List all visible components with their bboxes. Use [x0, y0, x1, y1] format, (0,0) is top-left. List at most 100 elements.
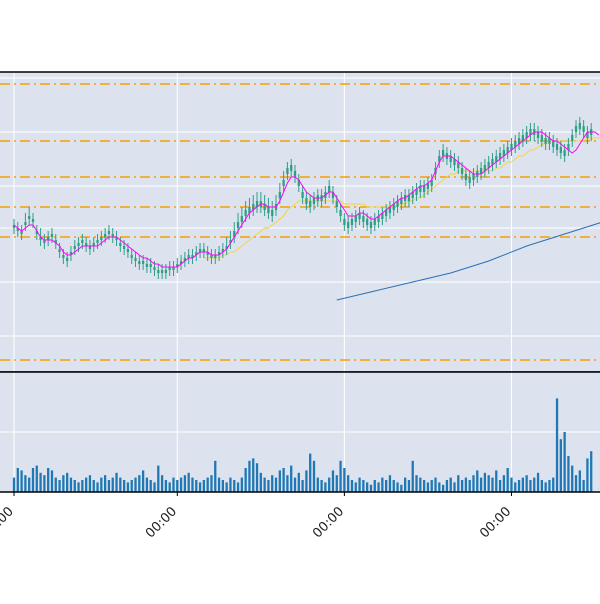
volume-bar — [195, 480, 198, 492]
candle-body — [221, 249, 224, 252]
candle-body — [574, 126, 578, 132]
candle-body — [217, 252, 221, 255]
candle-body — [426, 183, 430, 189]
candle-body — [183, 258, 187, 261]
candle-body — [297, 180, 300, 186]
candle-body — [88, 246, 92, 249]
candle-body — [502, 150, 506, 156]
volume-bar — [282, 468, 285, 492]
volume-bar — [24, 475, 27, 492]
volume-bar — [396, 482, 399, 492]
volume-bar — [388, 475, 392, 492]
candle-body — [126, 249, 130, 252]
candle-body — [24, 222, 27, 225]
volume-bar — [441, 484, 445, 492]
volume-bar — [206, 477, 209, 492]
volume-bar — [225, 482, 228, 492]
volume-bar — [555, 398, 559, 492]
candle-body — [335, 201, 338, 207]
candle-body — [73, 246, 76, 249]
volume-bar — [453, 482, 456, 492]
ma-mid-line — [203, 137, 600, 259]
candle-body — [385, 210, 388, 216]
volume-bar — [16, 468, 19, 492]
volume-bar — [58, 480, 61, 492]
candle-body — [115, 237, 118, 240]
volume-bar — [122, 480, 126, 492]
volume-bar — [96, 482, 99, 492]
volume-bar — [103, 475, 107, 492]
volume-bar — [331, 470, 335, 492]
candle-body — [544, 138, 547, 144]
volume-bar — [39, 472, 42, 492]
volume-bar — [411, 460, 414, 492]
volume-bar — [149, 480, 152, 492]
volume-bar — [536, 472, 540, 492]
candle-body — [195, 252, 198, 255]
candle-body — [271, 210, 274, 216]
volume-bar — [77, 482, 80, 492]
volume-bar — [176, 480, 179, 492]
volume-bar — [271, 475, 274, 492]
ma-long-line — [336, 222, 600, 301]
candle-body — [586, 132, 589, 138]
volume-bar — [582, 480, 585, 492]
candle-body — [267, 207, 270, 213]
candle-body — [358, 213, 361, 219]
volume-bar — [290, 465, 293, 492]
candle-body — [552, 141, 555, 147]
volume-bar — [286, 475, 289, 492]
candle-body — [460, 168, 464, 174]
volume-bar — [464, 477, 468, 492]
volume-bar — [214, 460, 217, 492]
volume-bar — [92, 480, 95, 492]
candle-body — [81, 240, 84, 243]
volume-bar — [385, 480, 388, 492]
volume-bar — [278, 470, 281, 492]
candle-body — [28, 216, 31, 219]
candle-body — [157, 270, 160, 273]
volume-bar — [138, 475, 141, 492]
volume-bar — [426, 482, 430, 492]
volume-bar — [407, 480, 411, 492]
price-panel-background — [0, 72, 600, 372]
candle-body — [134, 258, 137, 261]
candle-body — [20, 231, 23, 234]
candle-body — [119, 243, 122, 246]
candle-body — [96, 240, 99, 243]
volume-bar — [236, 482, 240, 492]
candle-body — [354, 216, 357, 222]
volume-bar — [438, 482, 441, 492]
candle-body — [430, 180, 433, 186]
volume-bar — [198, 482, 202, 492]
volume-bar — [491, 477, 494, 492]
volume-bar — [590, 451, 593, 492]
candle-body — [210, 255, 213, 258]
candle-body — [47, 237, 50, 240]
candle-body — [85, 243, 88, 246]
candle-body — [514, 141, 517, 147]
candle-body — [290, 165, 293, 171]
volume-bar — [552, 477, 555, 492]
volume-bar — [347, 475, 350, 492]
volume-bar — [73, 480, 76, 492]
candle-body — [214, 255, 217, 258]
candle-body — [233, 231, 236, 237]
volume-bar — [586, 458, 589, 492]
candle-body — [191, 255, 194, 258]
candle-body — [138, 261, 141, 264]
volume-bar — [267, 480, 270, 492]
candle-body — [407, 195, 411, 201]
candle-body — [472, 174, 475, 180]
volume-bar — [88, 475, 92, 492]
candle-body — [392, 204, 395, 210]
volume-bar — [62, 475, 65, 492]
candle-body — [381, 213, 384, 219]
volume-bar — [66, 472, 69, 492]
volume-bar — [430, 480, 433, 492]
candle-body — [396, 201, 399, 207]
volume-bar — [183, 475, 187, 492]
volume-bar — [305, 470, 308, 492]
